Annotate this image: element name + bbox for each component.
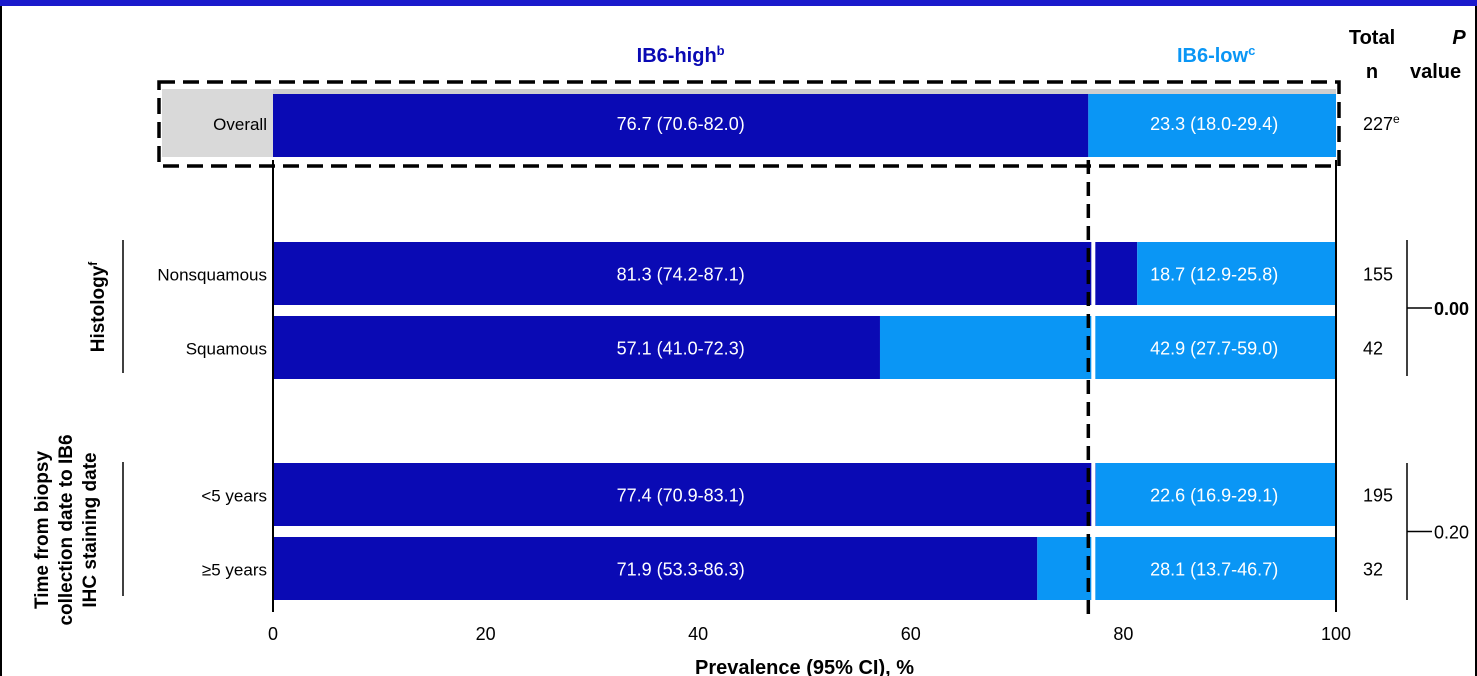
row-2-high-ci-label: 57.1 (41.0-72.3) <box>617 339 745 359</box>
row-4-label: ≥5 years <box>202 561 267 580</box>
group-0-p-value: 0.00 <box>1434 299 1469 319</box>
x-axis-label: Prevalence (95% CI), % <box>695 657 914 676</box>
row-4-threshold-gap <box>1091 537 1096 600</box>
row-3-n-value: 195 <box>1363 486 1393 506</box>
row-1-low-ci-label: 18.7 (12.9-25.8) <box>1150 265 1278 285</box>
row-2-n-value: 42 <box>1363 339 1383 359</box>
row-0-n-value: 227e <box>1363 112 1400 134</box>
row-3-low-bar <box>1095 463 1336 526</box>
header-p-line1: P <box>1452 27 1466 49</box>
title-band <box>0 0 1477 6</box>
row-2-label: Squamous <box>186 340 267 359</box>
row-2-low-bar <box>879 316 1336 379</box>
header-high: IB6-highb <box>637 43 725 68</box>
group-1-label-line-2: IHC staining date <box>80 452 101 607</box>
row-2-low-ci-label: 42.9 (27.7-59.0) <box>1150 339 1278 359</box>
x-tick-label-80: 80 <box>1113 624 1133 644</box>
row-4-high-bar <box>273 537 1038 600</box>
row-2-threshold-gap <box>1091 316 1096 379</box>
overall-top-strip <box>273 89 1336 94</box>
row-4-low-ci-label: 28.1 (13.7-46.7) <box>1150 560 1278 580</box>
header-total-line2: n <box>1366 61 1378 83</box>
row-0-low-ci-label: 23.3 (18.0-29.4) <box>1150 114 1278 134</box>
header-low: IB6-lowc <box>1177 43 1255 68</box>
overall-label-box <box>162 89 273 157</box>
x-tick-label-0: 0 <box>268 624 278 644</box>
row-0-high-bar <box>273 89 1089 157</box>
group-1-label-line-0: Time from biopsy <box>32 451 53 609</box>
row-1-high-ci-label: 81.3 (74.2-87.1) <box>617 265 745 285</box>
overall-dashed-box <box>157 80 1341 168</box>
figure-frame <box>0 6 1477 676</box>
row-4-high-ci-label: 71.9 (53.3-86.3) <box>617 560 745 580</box>
row-0-n-value-superscript: e <box>1393 112 1400 126</box>
row-1-threshold-gap <box>1091 242 1096 305</box>
row-2-high-bar <box>273 316 880 379</box>
text-layer: 76.7 (70.6-82.0) 23.3 (18.0-29.4) 227e 81.3… <box>32 27 1469 676</box>
header-low-superscript: c <box>1248 43 1255 58</box>
overlay-layer <box>122 80 1432 620</box>
header-p-line2: value <box>1410 61 1461 83</box>
header-total-line1: Total <box>1349 27 1395 49</box>
row-4-n-value: 32 <box>1363 560 1383 580</box>
bars-layer <box>162 89 1336 600</box>
row-3-high-ci-label: 77.4 (70.9-83.1) <box>617 486 745 506</box>
row-3-threshold-gap <box>1091 463 1096 526</box>
row-3-label: <5 years <box>201 487 267 506</box>
x-tick-label-40: 40 <box>688 624 708 644</box>
row-0-label: Overall <box>213 115 267 134</box>
row-1-n-value: 155 <box>1363 265 1393 285</box>
row-3-high-bar <box>273 463 1096 526</box>
x-tick-label-60: 60 <box>901 624 921 644</box>
row-0-low-bar <box>1088 89 1336 157</box>
row-0-high-ci-label: 76.7 (70.6-82.0) <box>617 114 745 134</box>
x-tick-label-100: 100 <box>1321 624 1351 644</box>
row-1-low-bar <box>1137 242 1336 305</box>
row-1-label: Nonsquamous <box>157 266 267 285</box>
header-high-superscript: b <box>717 43 725 58</box>
group-1-p-value: 0.20 <box>1434 523 1469 543</box>
group-1-label-line-1: collection date to IB6 <box>56 434 77 625</box>
group-0-label: Histologyf <box>86 261 109 353</box>
x-tick-label-20: 20 <box>476 624 496 644</box>
group-0-label-superscript: f <box>86 261 100 266</box>
row-3-low-ci-label: 22.6 (16.9-29.1) <box>1150 486 1278 506</box>
row-1-high-bar <box>273 242 1138 305</box>
